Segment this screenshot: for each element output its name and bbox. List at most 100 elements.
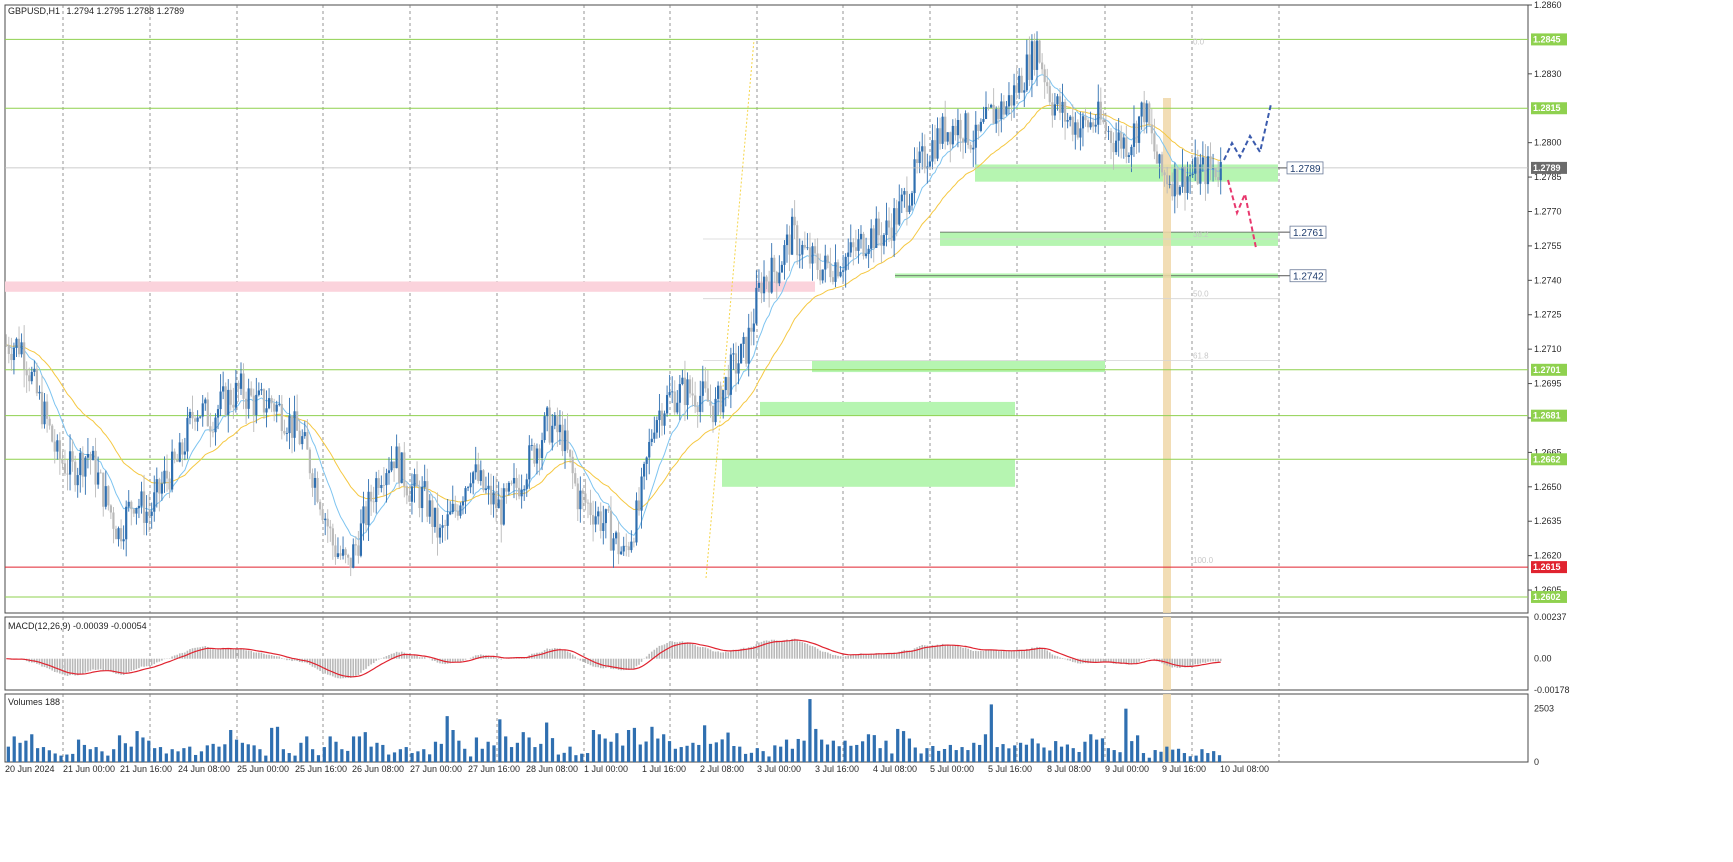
bull-candle	[91, 450, 95, 461]
bear-candle	[660, 410, 664, 426]
volume-bar	[714, 742, 718, 762]
forecast-paths[interactable]	[1223, 103, 1272, 249]
time-axis[interactable]: 20 Jun 2024 21 Jun 00:00 21 Jun 16:00 24 Ju…	[5, 764, 1269, 774]
bear-candle	[1041, 62, 1044, 70]
bull-candle	[928, 161, 931, 167]
volume-bar	[153, 748, 157, 762]
bear-candle	[142, 491, 146, 523]
bull-candle	[449, 512, 452, 515]
support-resistance-zones[interactable]	[5, 98, 1278, 762]
bear-candle	[627, 546, 630, 551]
bear-candle	[765, 276, 768, 282]
main-pane-frame	[4, 4, 1529, 614]
bull-candle	[1056, 96, 1059, 105]
bull-candle	[910, 193, 914, 206]
volume-bar	[638, 744, 642, 762]
volume-bar	[334, 741, 338, 762]
volume-bar	[1130, 741, 1134, 762]
bull-candle	[433, 507, 437, 527]
time-tick-label: 5 Jul 00:00	[930, 764, 974, 774]
bull-candle	[931, 140, 934, 162]
bull-candle	[1140, 102, 1143, 117]
bull-candle	[1127, 155, 1130, 157]
volume-bar	[1013, 745, 1017, 762]
bull-candle	[153, 492, 156, 512]
bull-candle	[870, 228, 873, 249]
volume-bar	[550, 738, 555, 762]
bear-candle	[193, 418, 197, 422]
volume-bar	[907, 738, 912, 762]
level-price-boxes[interactable]: 1.2789 1.2761 1.2742	[1278, 161, 1327, 283]
volume-bar	[983, 734, 988, 762]
bull-candle	[535, 448, 539, 464]
bull-candle	[313, 477, 317, 488]
bearish-forecast-path	[1227, 179, 1257, 249]
bear-candle	[872, 228, 875, 248]
volume-bar	[451, 730, 455, 762]
bear-candle	[808, 247, 812, 264]
bull-candle	[842, 270, 845, 272]
price-tick-label: 1.2695	[1534, 379, 1562, 389]
bull-candle	[918, 151, 921, 163]
volume-bar	[562, 752, 566, 762]
bull-candle	[410, 486, 414, 502]
volume-bar	[820, 739, 824, 762]
bear-candle	[444, 525, 447, 527]
bull-candle	[68, 451, 72, 475]
bull-candle	[645, 457, 648, 464]
bull-candle	[604, 509, 607, 524]
bull-candle	[1069, 116, 1072, 121]
bull-candle	[464, 488, 467, 502]
volume-bar	[1024, 744, 1029, 762]
price-axis[interactable]: 1.2860 1.2830 1.2800 1.2785 1.2770 1.2755 1.27…	[1528, 0, 1567, 603]
bull-candle	[275, 404, 278, 412]
volume-bar	[650, 726, 654, 762]
bull-candle	[278, 404, 281, 405]
bear-candle	[1120, 132, 1123, 149]
bear-candle	[262, 389, 266, 413]
bear-candle	[1102, 119, 1105, 123]
bull-candle	[839, 271, 842, 277]
volume-bar	[1001, 744, 1005, 762]
bull-candle	[1094, 124, 1097, 127]
bear-candle	[482, 470, 485, 491]
price-badge-label: 1.2789	[1533, 163, 1561, 173]
bull-candle	[97, 472, 100, 485]
volume-bar	[515, 742, 520, 762]
price-badge	[1531, 453, 1567, 466]
price-badge	[1531, 561, 1567, 574]
bull-candle	[1130, 146, 1133, 156]
bull-candle	[125, 506, 128, 540]
bull-candle	[757, 282, 761, 288]
bear-candle	[959, 119, 962, 139]
fibonacci-retracement[interactable]: 0.0 38.2 50.0 61.8 100.0	[703, 37, 1280, 579]
bull-candle	[512, 477, 516, 484]
volume-bar	[100, 751, 104, 762]
volume-bar	[316, 755, 321, 762]
bear-candle	[706, 388, 710, 402]
time-tick-label: 28 Jun 08:00	[526, 764, 578, 774]
bull-candle	[1219, 161, 1222, 181]
bear-candle	[816, 253, 819, 270]
volume-bar	[129, 746, 133, 762]
volume-bar	[749, 752, 754, 762]
time-tick-label: 21 Jun 16:00	[120, 764, 172, 774]
bear-candle	[571, 456, 574, 474]
bull-candle	[117, 528, 120, 540]
bull-candle	[1201, 157, 1204, 165]
volume-bar	[556, 754, 560, 762]
volume-bar	[1182, 753, 1187, 762]
volume-bar	[135, 731, 139, 762]
horizontal-levels[interactable]	[5, 38, 1528, 598]
price-badge	[1531, 102, 1567, 115]
bear-candle	[581, 490, 584, 494]
bull-candle	[729, 354, 732, 395]
bear-candle	[1020, 75, 1023, 93]
bull-candle	[303, 432, 306, 437]
bear-candle	[793, 216, 796, 226]
bull-candle	[413, 474, 416, 487]
bull-candle	[352, 544, 355, 568]
bull-candle	[1117, 132, 1120, 141]
macd-signal-line	[6, 639, 1221, 678]
